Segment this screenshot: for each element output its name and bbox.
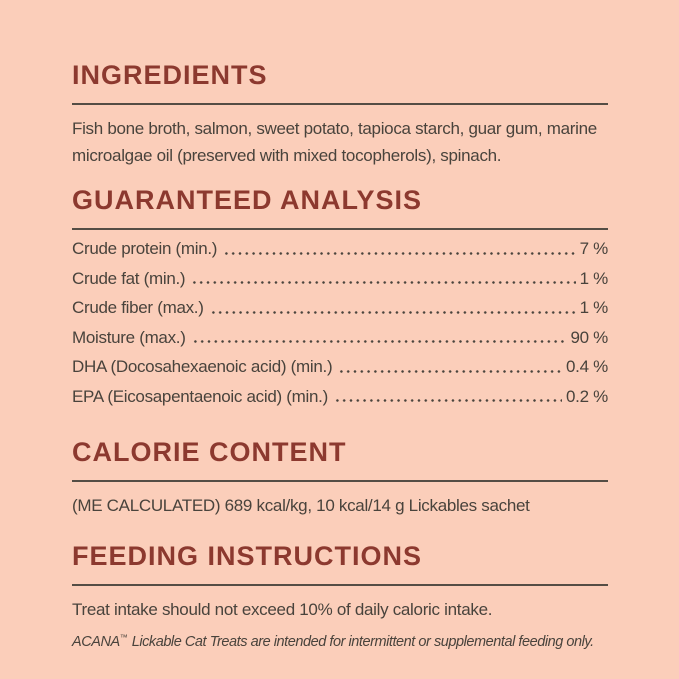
feeding-instructions-line: Treat intake should not exceed 10% of da… [72, 600, 493, 619]
trademark-symbol: ™ [119, 633, 128, 642]
analysis-label: DHA (Docosahexaenoic acid) (min.) [72, 357, 333, 376]
analysis-row-crude-fiber: Crude fiber (max.) 1 % [72, 293, 608, 323]
ingredients-line-2: microalgae oil (preserved with mixed toc… [72, 146, 502, 165]
analysis-value: 1 % [579, 298, 609, 317]
analysis-row-crude-fat: Crude fat (min.) 1 % [72, 264, 608, 294]
analysis-row-dha: DHA (Docosahexaenoic acid) (min.) 0.4 % [72, 352, 608, 382]
feeding-instructions-divider [72, 584, 608, 586]
analysis-label: EPA (Eicosapentaenoic acid) (min.) [72, 386, 328, 406]
analysis-label: Crude protein (min.) [72, 239, 218, 258]
dotted-leader [333, 399, 563, 402]
dotted-leader [209, 310, 576, 314]
dotted-leader [191, 340, 567, 343]
guaranteed-analysis-title: GUARANTEED ANALYSIS [72, 185, 423, 215]
ingredients-text: Fish bone broth, salmon, sweet potato, t… [72, 115, 608, 169]
analysis-value: 0.4 % [566, 357, 608, 376]
ingredients-line-1: Fish bone broth, salmon, sweet potato, t… [72, 119, 597, 138]
feeding-footnote: ACANA™ Lickable Cat Treats are intended f… [72, 626, 608, 654]
calorie-content-line: (ME CALCULATED) 689 kcal/kg, 10 kcal/14 … [72, 496, 530, 515]
dotted-leader [223, 251, 576, 255]
feeding-footnote-text: Lickable Cat Treats are intended for int… [131, 633, 594, 650]
analysis-label: Crude fat (min.) [72, 268, 186, 288]
feeding-instructions-title: FEEDING INSTRUCTIONS [72, 541, 423, 571]
calorie-content-text: (ME CALCULATED) 689 kcal/kg, 10 kcal/14 … [72, 492, 608, 519]
dotted-leader [338, 369, 563, 373]
analysis-value: 1 % [579, 268, 609, 288]
ingredients-title: INGREDIENTS [72, 60, 268, 90]
feeding-instructions-section: FEEDING INSTRUCTIONS Treat intake should… [72, 543, 608, 654]
analysis-value: 7 % [579, 239, 609, 258]
analysis-label: Crude fiber (max.) [72, 298, 204, 317]
ingredients-divider [72, 103, 608, 105]
guaranteed-analysis-section: GUARANTEED ANALYSIS Crude protein (min.)… [72, 187, 608, 411]
calorie-content-title: CALORIE CONTENT [72, 437, 347, 467]
analysis-label: Moisture (max.) [72, 327, 186, 347]
calorie-content-divider [72, 480, 608, 482]
brand-name: ACANA [72, 633, 120, 650]
analysis-value: 90 % [570, 327, 608, 347]
guaranteed-analysis-table: Crude protein (min.) 7 % Crude fat (min.… [72, 234, 608, 411]
analysis-row-crude-protein: Crude protein (min.) 7 % [72, 234, 608, 264]
feeding-instructions-text: Treat intake should not exceed 10% of da… [72, 596, 608, 623]
analysis-value: 0.2 % [566, 386, 608, 406]
ingredients-section: INGREDIENTS Fish bone broth, salmon, swe… [72, 62, 608, 169]
analysis-row-moisture: Moisture (max.) 90 % [72, 323, 608, 353]
guaranteed-analysis-divider [72, 228, 608, 230]
calorie-content-section: CALORIE CONTENT (ME CALCULATED) 689 kcal… [72, 439, 608, 519]
dotted-leader [191, 281, 576, 284]
analysis-row-epa: EPA (Eicosapentaenoic acid) (min.) 0.2 % [72, 382, 608, 412]
